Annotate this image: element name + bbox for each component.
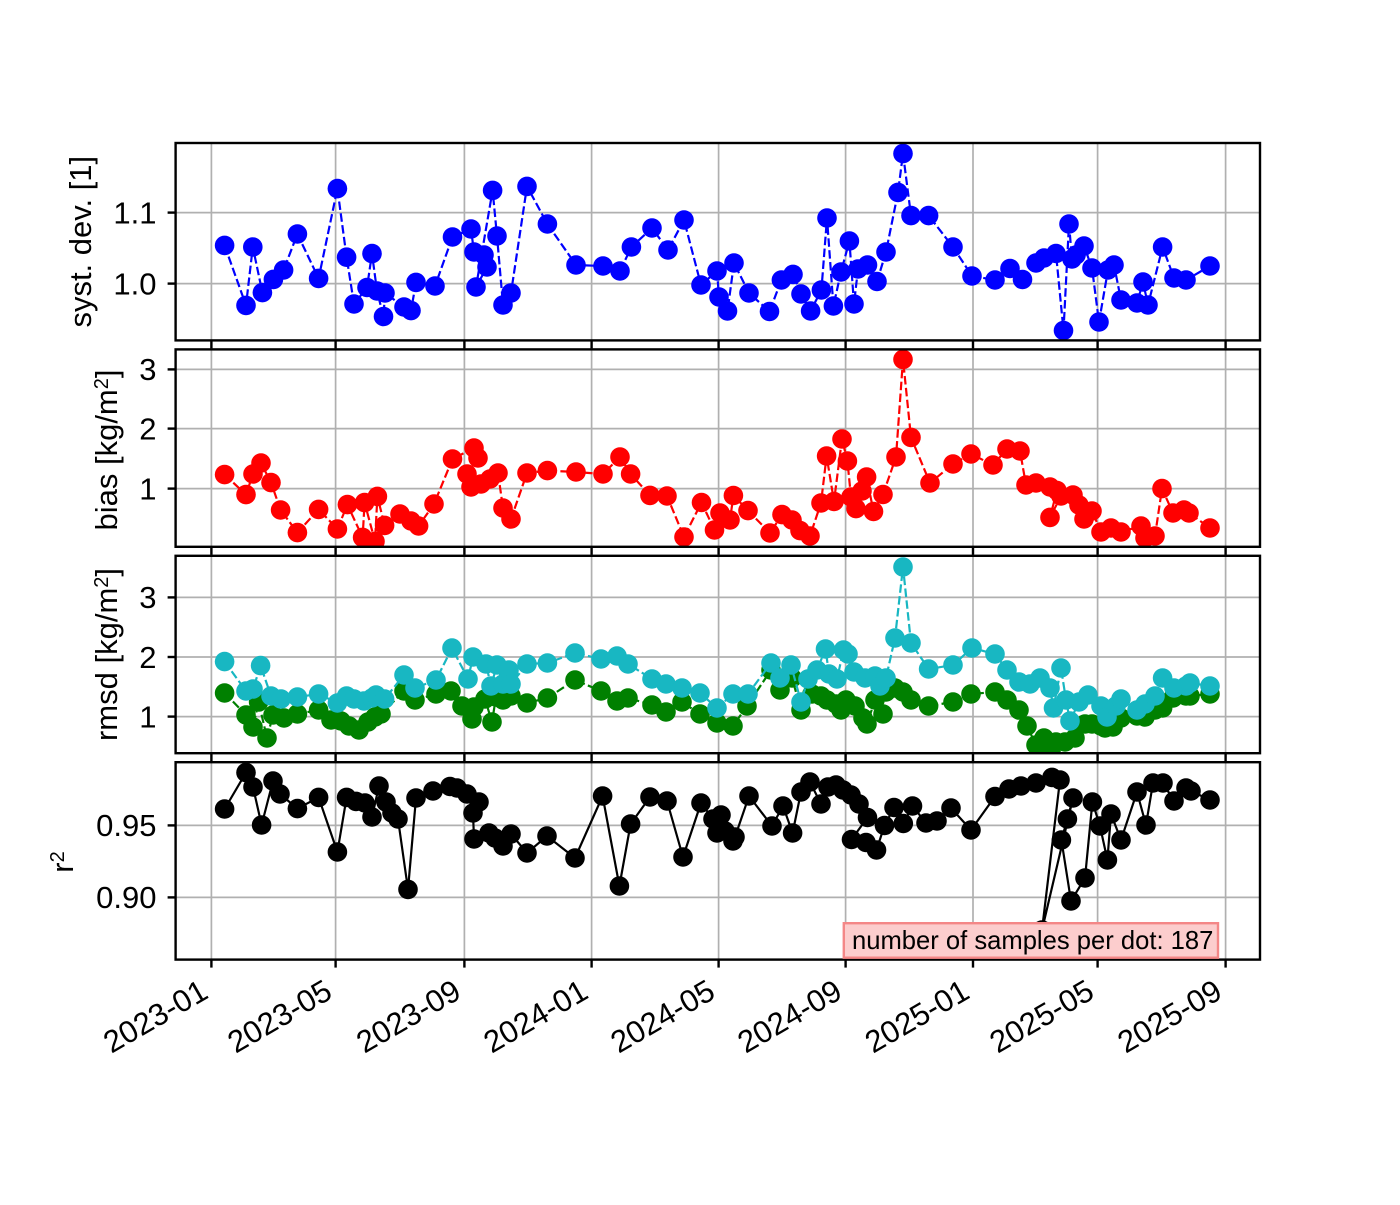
svg-text:0.95: 0.95 (96, 808, 156, 843)
svg-text:3: 3 (139, 580, 156, 615)
svg-text:number of samples per dot: 187: number of samples per dot: 187 (852, 927, 1213, 955)
svg-text:0.90: 0.90 (96, 880, 156, 915)
svg-text:1.1: 1.1 (113, 195, 156, 230)
svg-text:rmsd [kg/m2]: rmsd [kg/m2] (89, 568, 124, 741)
svg-text:bias [kg/m2]: bias [kg/m2] (89, 369, 124, 530)
svg-text:2: 2 (139, 411, 156, 446)
svg-text:1.0: 1.0 (113, 266, 156, 301)
svg-text:1: 1 (139, 471, 156, 506)
svg-text:syst. dev. [1]: syst. dev. [1] (63, 156, 98, 328)
svg-text:2: 2 (139, 640, 156, 675)
svg-text:1: 1 (139, 699, 156, 734)
svg-text:3: 3 (139, 352, 156, 387)
